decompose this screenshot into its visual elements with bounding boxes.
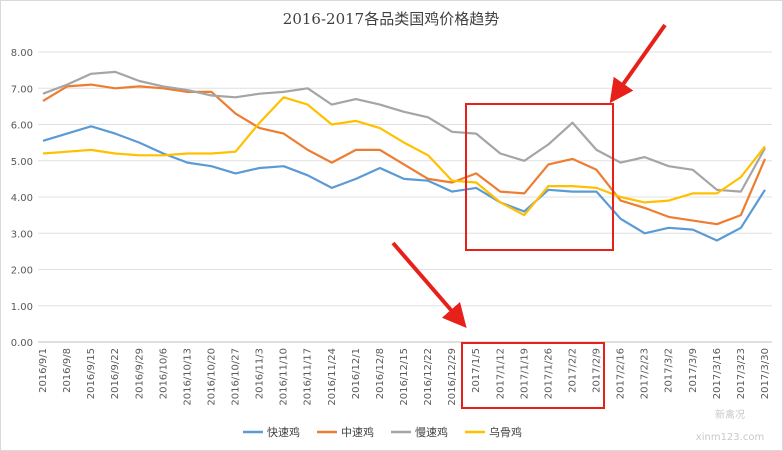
y-tick-label: 2.00	[11, 266, 33, 277]
x-tick-label: 2016/12/1	[351, 348, 362, 399]
x-tick-label: 2017/2/16	[616, 348, 627, 399]
x-tick-label: 2017/2/9	[592, 348, 603, 393]
x-tick-label: 2016/11/10	[279, 348, 290, 406]
x-tick-label: 2016/12/8	[375, 348, 386, 399]
x-tick-label: 2016/11/3	[255, 348, 266, 399]
arrow	[609, 23, 667, 104]
x-tick-label: 2016/9/1	[38, 348, 49, 393]
legend-label: 乌骨鸡	[489, 425, 522, 439]
y-tick-label: 5.00	[11, 157, 33, 168]
arrow	[391, 241, 467, 329]
x-tick-label: 2016/12/15	[399, 348, 410, 406]
watermark: 新禽况	[715, 408, 745, 421]
chart-title: 2016-2017各品类国鸡价格趋势	[283, 10, 499, 28]
x-tick-label: 2016/9/29	[134, 348, 145, 399]
x-tick-label: 2017/3/2	[664, 348, 675, 393]
y-tick-label: 1.00	[11, 302, 33, 313]
x-tick-label: 2017/3/23	[736, 348, 747, 399]
series-line	[42, 96, 766, 217]
x-tick-label: 2017/1/19	[519, 348, 530, 399]
x-tick-label: 2016/10/13	[182, 348, 193, 406]
x-tick-label: 2017/3/9	[688, 348, 699, 393]
legend-label: 中速鸡	[341, 425, 374, 439]
x-tick-label: 2016/10/20	[206, 348, 217, 406]
highlight-box	[461, 342, 605, 409]
x-tick-label: 2016/12/22	[423, 348, 434, 406]
x-tick-label: 2016/9/8	[62, 348, 73, 393]
x-tick-label: 2017/2/23	[640, 348, 651, 399]
highlight-box	[465, 103, 614, 251]
x-tick-label: 2016/11/17	[303, 348, 314, 406]
x-tick-label: 2016/10/6	[158, 348, 169, 399]
x-tick-label: 2017/3/16	[712, 348, 723, 399]
y-tick-label: 3.00	[11, 229, 33, 240]
x-tick-label: 2017/1/12	[495, 348, 506, 399]
x-tick-label: 2017/1/5	[471, 348, 482, 393]
y-tick-label: 8.00	[11, 48, 33, 59]
x-tick-label: 2017/2/2	[567, 348, 578, 393]
x-tick-label: 2016/10/27	[231, 348, 242, 406]
series-line	[42, 83, 767, 226]
y-tick-label: 0.00	[11, 338, 33, 349]
legend-label: 慢速鸡	[415, 425, 448, 439]
x-tick-label: 2016/9/15	[86, 348, 97, 399]
watermark: xinm123.com	[696, 432, 764, 443]
x-tick-label: 2017/3/30	[760, 348, 771, 399]
x-tick-label: 2016/9/22	[110, 348, 121, 399]
legend-label: 快速鸡	[267, 425, 300, 439]
series-line	[42, 70, 766, 193]
x-tick-label: 2016/11/24	[327, 348, 338, 406]
x-tick-label: 2017/1/26	[543, 348, 554, 399]
y-tick-label: 4.00	[11, 193, 33, 204]
series-line	[42, 125, 766, 242]
x-tick-label: 2016/12/29	[447, 348, 458, 406]
y-tick-label: 7.00	[11, 84, 33, 95]
y-tick-label: 6.00	[11, 121, 33, 132]
